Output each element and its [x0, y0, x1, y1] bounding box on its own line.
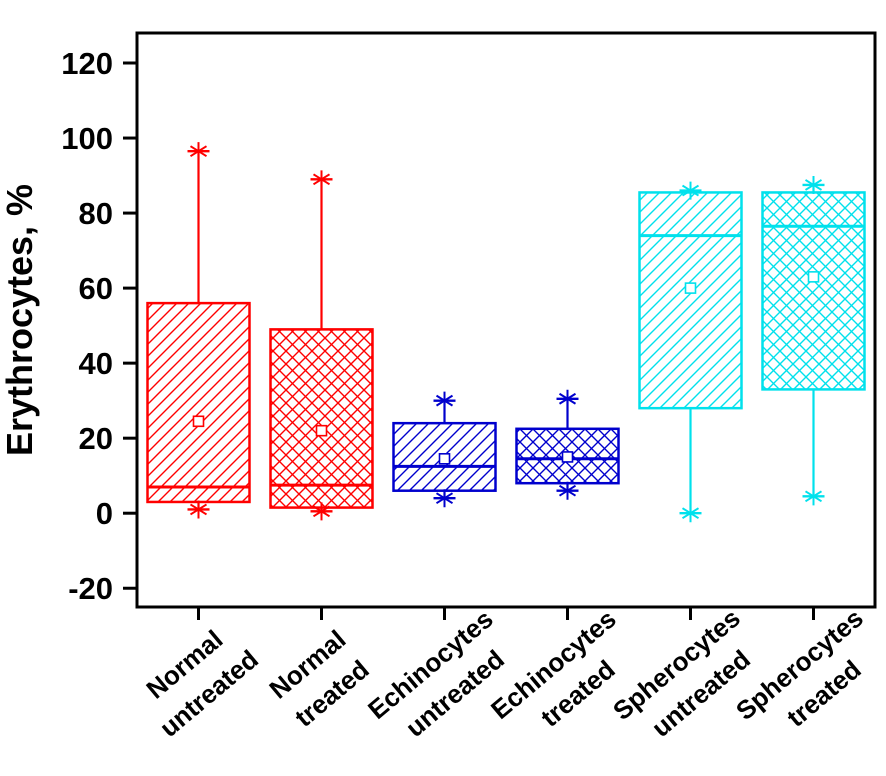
mean-marker	[807, 271, 820, 283]
min-star-marker	[681, 504, 700, 523]
y-axis-tick-label: 0	[96, 496, 113, 531]
max-star-marker	[189, 142, 208, 161]
y-axis-tick-label: 80	[79, 196, 113, 231]
mean-marker	[561, 451, 574, 463]
y-axis-title: Erythrocytes, %	[0, 184, 40, 456]
box-group-echinocytes-untreated	[392, 391, 497, 508]
plot-frame	[135, 31, 877, 609]
box-group-spherocytes-treated	[761, 175, 866, 506]
mean-marker	[315, 424, 328, 437]
box-group-normal-treated	[269, 170, 374, 521]
max-star-marker	[681, 181, 700, 200]
y-axis-tick-label: 100	[61, 121, 113, 156]
min-star-marker	[312, 502, 331, 521]
y-axis: -20 0 20 40 60 80 100 120	[61, 46, 137, 606]
y-axis-tick-label: 120	[61, 46, 113, 81]
box-rect	[392, 421, 497, 492]
box-group-spherocytes-untreated	[638, 181, 743, 523]
max-star-marker	[435, 391, 454, 410]
max-star-marker	[558, 389, 577, 408]
mean-marker	[192, 415, 205, 428]
box-rect	[638, 191, 743, 410]
y-axis-tick-label: 20	[79, 421, 113, 456]
min-star-marker	[435, 489, 454, 508]
box-group-normal-untreated	[146, 142, 251, 519]
y-axis-tick-label: 60	[79, 271, 113, 306]
mean-marker	[684, 282, 697, 294]
box-rect	[146, 301, 251, 504]
min-star-marker	[804, 487, 823, 506]
mean-marker	[438, 453, 451, 465]
max-star-marker	[804, 175, 823, 194]
y-axis-tick-label: 40	[79, 346, 113, 381]
min-star-marker	[189, 500, 208, 519]
min-star-marker	[558, 481, 577, 500]
max-star-marker	[312, 170, 331, 189]
y-axis-tick-label: -20	[68, 571, 113, 606]
box-rect	[761, 191, 866, 391]
box-rect	[269, 328, 374, 509]
box-group-echinocytes-treated	[515, 389, 620, 500]
